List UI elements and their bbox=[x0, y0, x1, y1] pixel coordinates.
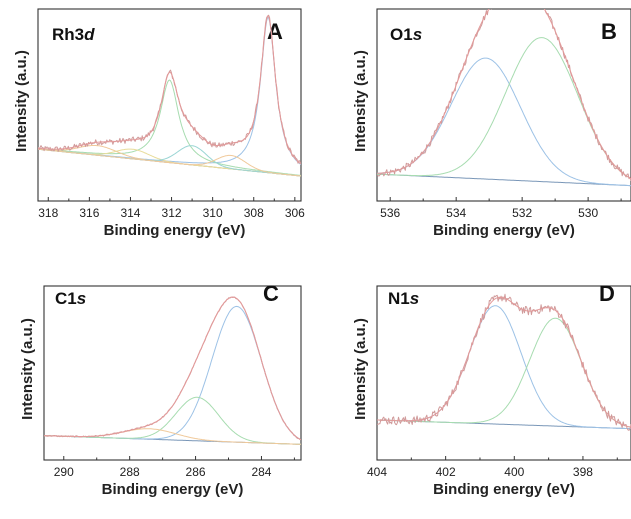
x-tick-label: 400 bbox=[504, 465, 524, 479]
x-tick-label: 530 bbox=[578, 206, 598, 220]
element-label: N1s bbox=[388, 289, 419, 308]
x-tick-label: 532 bbox=[512, 206, 532, 220]
y-axis-label: Intensity (a.u.) bbox=[352, 50, 369, 152]
element-label-suffix: s bbox=[77, 289, 86, 308]
x-tick-label: 308 bbox=[244, 206, 264, 220]
component-peak bbox=[377, 317, 631, 428]
panel-D: 404 402 400 398 Binding energy (eV) Intensity… bbox=[352, 281, 631, 498]
element-label-suffix: s bbox=[410, 289, 419, 308]
x-tick-label: 306 bbox=[285, 206, 305, 220]
component-peak bbox=[377, 37, 631, 180]
x-tick-label: 534 bbox=[446, 206, 466, 220]
x-axis-label: Binding energy (eV) bbox=[104, 222, 246, 239]
x-tick-label: 288 bbox=[120, 465, 140, 479]
element-label: C1s bbox=[55, 289, 86, 308]
fit-envelope-line bbox=[44, 296, 301, 441]
x-tick-label: 398 bbox=[573, 465, 593, 479]
y-axis-label: Intensity (a.u.) bbox=[13, 50, 30, 152]
element-label-main: O1 bbox=[390, 25, 413, 44]
y-axis-label: Intensity (a.u.) bbox=[19, 318, 36, 420]
panel-letter: D bbox=[599, 281, 615, 306]
component-peak bbox=[44, 396, 301, 445]
panel-letter: A bbox=[267, 19, 283, 44]
x-tick-label: 310 bbox=[203, 206, 223, 220]
x-tick-label: 402 bbox=[436, 465, 456, 479]
x-tick-label: 312 bbox=[162, 206, 182, 220]
component-peak bbox=[38, 79, 301, 176]
element-label-main: Rh3 bbox=[52, 25, 84, 44]
fit-envelope-line bbox=[377, 296, 631, 428]
plot-frame bbox=[43, 285, 302, 461]
x-tick-label: 314 bbox=[120, 206, 140, 220]
x-axis-label: Binding energy (eV) bbox=[433, 222, 575, 239]
component-peak bbox=[38, 148, 301, 177]
element-label-main: N1 bbox=[388, 289, 410, 308]
x-axis-label: Binding energy (eV) bbox=[433, 481, 575, 498]
y-axis-label: Intensity (a.u.) bbox=[352, 318, 369, 420]
panel-letter: B bbox=[601, 19, 617, 44]
x-tick-label: 290 bbox=[54, 465, 74, 479]
curves bbox=[38, 14, 301, 177]
x-tick-label: 536 bbox=[380, 206, 400, 220]
x-tick-label: 404 bbox=[367, 465, 387, 479]
plot-frame bbox=[376, 285, 631, 461]
x-tick-label: 318 bbox=[38, 206, 58, 220]
element-label: O1s bbox=[390, 25, 422, 44]
element-label-main: C1 bbox=[55, 289, 77, 308]
x-axis-label: Binding energy (eV) bbox=[102, 481, 244, 498]
panel-A: 318 316 314 312 310 308 306 Binding energy (eV)… bbox=[13, 8, 305, 239]
panel-C: 290 288 286 284 Binding energy (eV) Intensity… bbox=[19, 281, 302, 498]
plot-frame bbox=[376, 8, 631, 202]
element-label-suffix: d bbox=[84, 25, 95, 44]
component-peak bbox=[44, 305, 301, 441]
curves bbox=[377, 9, 631, 187]
plot-frame bbox=[37, 8, 302, 202]
x-tick-label: 284 bbox=[251, 465, 271, 479]
x-tick-label: 286 bbox=[186, 465, 206, 479]
component-peak bbox=[377, 57, 631, 187]
curves bbox=[44, 296, 301, 445]
x-tick-label: 316 bbox=[79, 206, 99, 220]
fit-envelope-line bbox=[38, 15, 301, 165]
curves bbox=[377, 293, 631, 431]
element-label-suffix: s bbox=[413, 25, 422, 44]
panel-letter: C bbox=[263, 281, 279, 306]
fit-envelope-line bbox=[377, 9, 631, 179]
element-label: Rh3d bbox=[52, 25, 95, 44]
